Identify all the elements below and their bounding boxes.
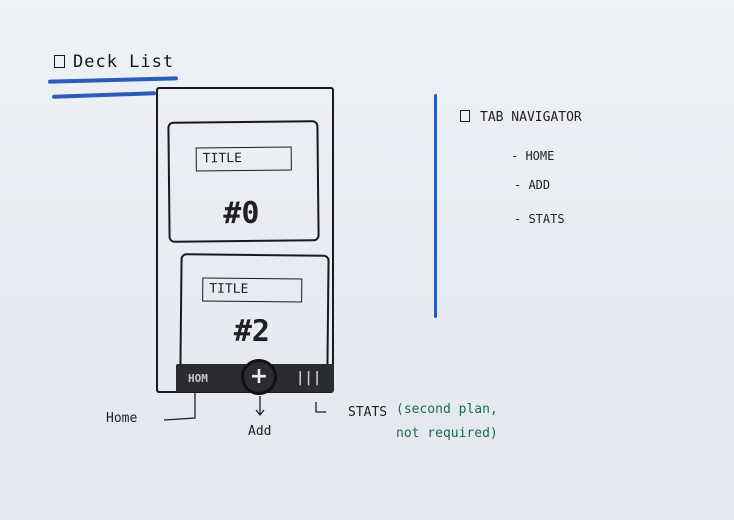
note-annotation: (second plan, not required): [396, 402, 498, 441]
stats-icon[interactable]: |||: [296, 370, 322, 386]
tabnav-item-home: - HOME: [511, 149, 555, 163]
card-title-box: TITLE: [195, 146, 292, 172]
phone-frame: [156, 87, 334, 393]
tabnav-item-add: - ADD: [514, 178, 551, 192]
stats-annotation: STATS: [348, 405, 388, 420]
card-number: #0: [223, 195, 260, 232]
annotation-arrows: [163, 392, 326, 421]
tabnav-item-stats: - STATS: [514, 212, 565, 226]
page-heading: Deck List: [54, 52, 174, 72]
heading-text: Deck List: [73, 52, 175, 72]
add-annotation: Add: [248, 424, 272, 439]
heading-underline-2: [51, 91, 157, 99]
checkbox-icon: [460, 110, 470, 122]
heading-underline: [47, 76, 179, 84]
checkbox-icon: [54, 55, 65, 68]
card-title-box: TITLE: [202, 277, 303, 303]
card-number: #2: [233, 313, 271, 350]
add-button[interactable]: +: [241, 359, 277, 395]
home-tab[interactable]: HOM: [188, 372, 208, 385]
home-annotation: Home: [106, 411, 138, 426]
tab-navigator-title: TAB NAVIGATOR: [480, 110, 582, 125]
deck-card-1[interactable]: TITLE #0: [167, 120, 320, 243]
tab-navigator-heading: TAB NAVIGATOR: [460, 110, 582, 125]
deck-card-2[interactable]: TITLE #2: [179, 253, 330, 371]
divider-line: [434, 94, 437, 318]
